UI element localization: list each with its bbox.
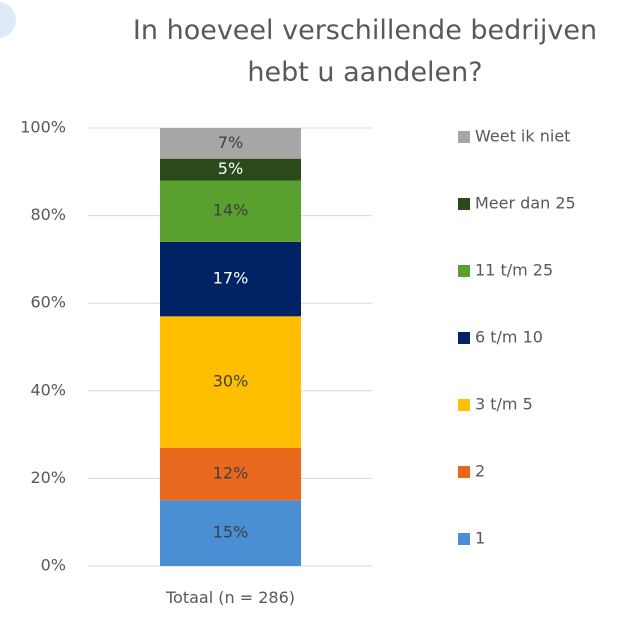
legend-label: 11 t/m 25	[475, 261, 553, 280]
bar-segment	[160, 128, 301, 159]
data-label: 30%	[213, 372, 249, 391]
decoration	[0, 2, 16, 38]
bar-segment	[160, 447, 301, 501]
bar-segment	[160, 241, 301, 317]
bar-segment	[160, 316, 301, 448]
legend-swatch	[458, 265, 470, 277]
legend-swatch	[458, 131, 470, 143]
legend-label: 1	[475, 529, 485, 548]
legend-label: 2	[475, 462, 485, 481]
y-tick-label: 80%	[30, 205, 66, 224]
y-tick-label: 40%	[30, 380, 66, 399]
y-tick-label: 100%	[20, 118, 66, 137]
legend-swatch	[458, 198, 470, 210]
data-label: 15%	[213, 523, 249, 542]
data-label: 12%	[213, 464, 249, 483]
y-tick-label: 60%	[30, 293, 66, 312]
legend-label: 6 t/m 10	[475, 328, 543, 347]
legend-swatch	[458, 466, 470, 478]
y-tick-label: 20%	[30, 468, 66, 487]
legend-swatch	[458, 399, 470, 411]
legend-swatch	[458, 533, 470, 545]
data-label: 5%	[218, 159, 243, 178]
bar-segment	[160, 180, 301, 242]
legend-label: 3 t/m 5	[475, 395, 533, 414]
data-label: 7%	[218, 133, 243, 152]
data-label: 14%	[213, 201, 249, 220]
legend-label: Meer dan 25	[475, 194, 576, 213]
bar-segment	[160, 500, 301, 566]
x-tick-label: Totaal (n = 286)	[166, 588, 295, 607]
y-tick-label: 0%	[41, 556, 66, 575]
legend-label: Weet ik niet	[475, 127, 570, 146]
bar-segment	[160, 158, 301, 181]
chart-title: In hoeveel verschillende bedrijven hebt …	[132, 15, 598, 88]
data-label: 17%	[213, 269, 249, 288]
legend-swatch	[458, 332, 470, 344]
